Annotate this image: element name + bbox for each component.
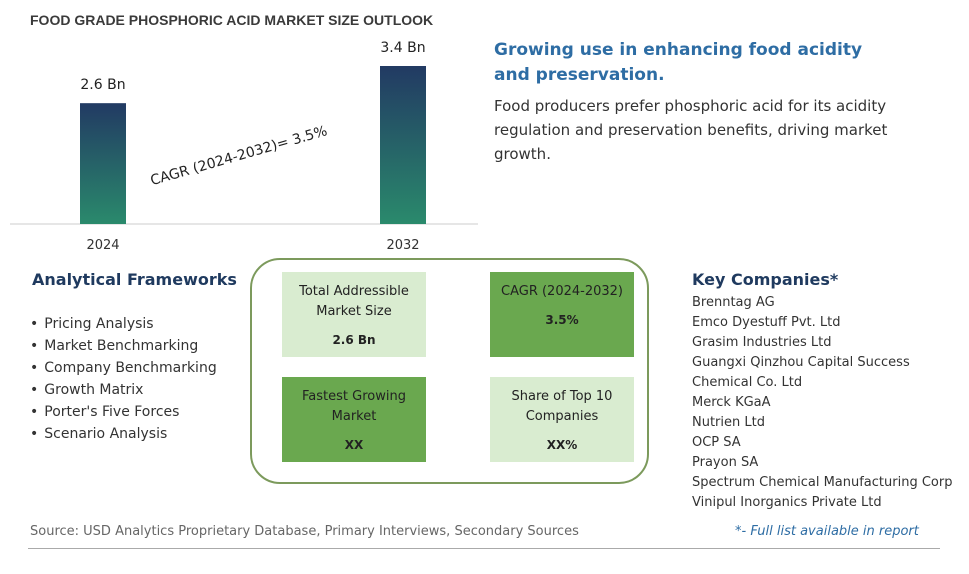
value-label: 3.4 Bn	[380, 40, 425, 56]
chart: CAGR (2024-2032)= 3.5% 2.6 Bn 2024 3.4 Bn 2…	[10, 40, 478, 253]
bar	[80, 103, 126, 224]
frameworks-title: Analytical Frameworks	[32, 270, 237, 289]
cagr-annotation: CAGR (2024-2032)= 3.5%	[149, 123, 329, 189]
companies-title: Key Companies*	[692, 270, 839, 289]
summary-frame	[250, 258, 649, 484]
box-label: Share of Top 10 Companies	[511, 389, 613, 424]
companies-list: Brenntag AG Emco Dyestuff Pvt. Ltd Grasim …	[692, 293, 952, 513]
company-item: Grasim Industries Ltd	[692, 335, 832, 350]
summary-box: Fastest Growing Market XX	[282, 377, 426, 462]
framework-item: Market Benchmarking	[30, 335, 217, 357]
headline: Growing use in enhancing food acidity an…	[494, 40, 863, 85]
company-item: Brenntag AG	[692, 295, 775, 310]
box-label: CAGR (2024-2032)	[501, 284, 623, 299]
company-item: Spectrum Chemical Manufacturing Corp	[692, 475, 953, 490]
framework-item: Company Benchmarking	[30, 357, 216, 379]
footnote: *- Full list available in report	[735, 524, 919, 539]
source: Source: USD Analytics Proprietary Databa…	[30, 524, 579, 539]
x-tick-label: 2024	[86, 238, 119, 253]
box-value: XX%	[546, 438, 578, 452]
box-label: Fastest Growing Market	[302, 389, 406, 424]
framework-item: Growth Matrix	[30, 379, 217, 401]
company-item: Nutrien Ltd	[692, 415, 765, 430]
box-value: XX	[344, 438, 364, 452]
company-item: Guangxi Qinzhou Capital Success	[692, 355, 910, 370]
framework-item: Scenario Analysis	[30, 423, 217, 445]
company-item: Merck KGaA	[692, 395, 771, 410]
chart-title: FOOD GRADE PHOSPHORIC ACID MARKET SIZE O…	[30, 12, 434, 28]
box-label: Total Addressible Market Size	[299, 284, 409, 319]
summary-box: Share of Top 10 Companies XX%	[490, 377, 634, 462]
frameworks-list: Pricing AnalysisMarket BenchmarkingCompa…	[30, 313, 217, 445]
x-tick-label: 2032	[386, 238, 419, 253]
framework-item: Pricing Analysis	[30, 313, 217, 335]
company-item: OCP SA	[692, 435, 741, 450]
framework-item: Porter's Five Forces	[30, 401, 217, 423]
divider	[28, 548, 940, 549]
company-item: Vinipul Inorganics Private Ltd	[692, 495, 882, 510]
summary-box: Total Addressible Market Size 2.6 Bn	[282, 272, 426, 357]
value-label: 2.6 Bn	[80, 77, 125, 93]
bar	[380, 66, 426, 224]
description: Food producers prefer phosphoric acid fo…	[494, 97, 888, 163]
company-item: Emco Dyestuff Pvt. Ltd	[692, 315, 841, 330]
box-value: 3.5%	[545, 313, 579, 327]
summary-box: CAGR (2024-2032) 3.5%	[490, 272, 634, 357]
company-item: Chemical Co. Ltd	[692, 375, 803, 390]
box-value: 2.6 Bn	[332, 333, 376, 347]
company-item: Prayon SA	[692, 455, 759, 470]
